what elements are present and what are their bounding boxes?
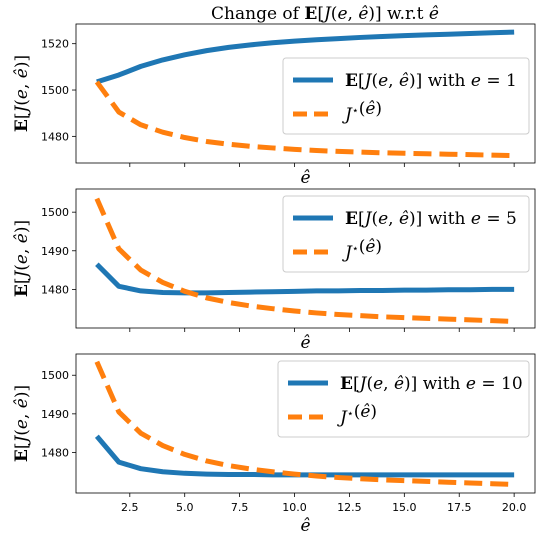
x-axis-label: ê <box>300 516 310 536</box>
y-tick-label: 1490 <box>41 245 69 258</box>
x-tick-label: 20.0 <box>502 501 527 514</box>
y-tick-label: 1500 <box>41 206 69 219</box>
series-line-optimal-cost <box>94 360 515 488</box>
legend-box <box>282 195 530 273</box>
series-line-expected-cost <box>96 29 515 85</box>
legend-label-expected-cost: E[J(e, ê)] with e = 5 <box>345 209 517 229</box>
y-tick-label: 1500 <box>41 369 69 382</box>
series-line-optimal-cost <box>94 80 515 159</box>
series-line-expected-cost <box>95 262 515 296</box>
legend-label-optimal-cost: J⋆(ê) <box>342 99 382 125</box>
y-tick-label: 1480 <box>41 130 69 143</box>
legend-box <box>282 57 530 135</box>
axes-frame <box>75 23 536 164</box>
y-tick-label: 1480 <box>41 283 69 296</box>
y-tick-label: 1490 <box>41 408 69 421</box>
axes-frame <box>75 353 536 494</box>
x-tick-label: 7.5 <box>231 501 249 514</box>
legend-label-expected-cost: E[J(e, ê)] with e = 1 <box>345 71 517 91</box>
x-tick-label: 15.0 <box>392 501 417 514</box>
y-axis-label: E[J(e, ê)] <box>12 55 32 132</box>
legend-label-expected-cost: E[J(e, ê)] with e = 10 <box>340 374 523 394</box>
chart-panel-2: 1480 1490 1500 ê E[J(e, ê)] E[J(e, ê)] with e… <box>12 188 536 353</box>
y-tick-label: 1500 <box>41 84 69 97</box>
figure-title: Change of E[J(e, ê)] w.r.t ê <box>211 4 439 24</box>
x-tick-label: 12.5 <box>337 501 362 514</box>
x-axis-label: ê <box>300 168 310 188</box>
y-tick-label: 1520 <box>41 38 69 51</box>
series-line-optimal-cost <box>94 197 515 324</box>
legend-label-optimal-cost: J⋆(ê) <box>337 402 377 428</box>
y-tick-label: 1480 <box>41 446 69 459</box>
legend-label-optimal-cost: J⋆(ê) <box>342 237 382 263</box>
x-tick-label: 2.5 <box>121 501 139 514</box>
chart-panel-1: 1480 1500 1520 ê E[J(e, ê)] E[J(e, ê)] with e… <box>12 23 536 188</box>
x-tick-label: 10.0 <box>282 501 307 514</box>
x-tick-label: 5.0 <box>176 501 194 514</box>
y-axis-label: E[J(e, ê)] <box>12 385 32 462</box>
x-tick-label: 17.5 <box>447 501 472 514</box>
legend-box <box>277 360 530 438</box>
y-axis-label: E[J(e, ê)] <box>12 220 32 297</box>
series-line-expected-cost <box>94 434 515 478</box>
chart-panel-3: 1480 1490 1500 2.5 5.0 7.5 10.0 12.5 15.0 17.5 20.… <box>12 353 536 536</box>
chart-panels: 1480 1500 1520 ê E[J(e, ê)] E[J(e, ê)] with e… <box>12 23 536 536</box>
x-axis-label: ê <box>300 333 310 353</box>
axes-frame <box>75 188 536 329</box>
